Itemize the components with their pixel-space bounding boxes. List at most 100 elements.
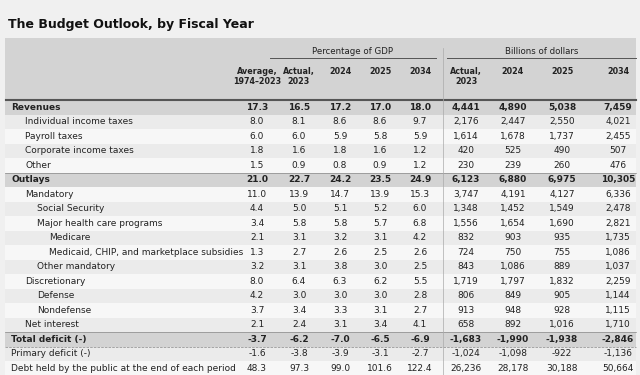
Text: Billions of dollars: Billions of dollars <box>505 47 578 56</box>
Text: Outlays: Outlays <box>11 175 50 184</box>
Text: 14.7: 14.7 <box>330 190 350 199</box>
Text: 2025: 2025 <box>551 67 573 76</box>
Bar <box>5 288 636 303</box>
Text: 832: 832 <box>458 233 475 242</box>
Text: 13.9: 13.9 <box>370 190 390 199</box>
Text: 1,614: 1,614 <box>453 132 479 141</box>
Text: 6.8: 6.8 <box>413 219 427 228</box>
Text: 490: 490 <box>554 146 571 155</box>
Text: 10,305: 10,305 <box>601 175 635 184</box>
Text: 2,259: 2,259 <box>605 277 631 286</box>
Bar <box>5 216 636 231</box>
Text: 658: 658 <box>458 320 475 329</box>
Text: 1,037: 1,037 <box>605 262 631 271</box>
Bar <box>5 187 636 201</box>
Text: 2.5: 2.5 <box>413 262 427 271</box>
Text: 3.1: 3.1 <box>373 233 387 242</box>
Text: 3.0: 3.0 <box>292 291 306 300</box>
Text: -1,098: -1,098 <box>499 349 527 358</box>
Text: 507: 507 <box>609 146 627 155</box>
Text: 3.4: 3.4 <box>250 219 264 228</box>
Text: 889: 889 <box>554 262 571 271</box>
Text: 724: 724 <box>458 248 474 257</box>
Text: 1,719: 1,719 <box>453 277 479 286</box>
Text: 3.3: 3.3 <box>333 306 347 315</box>
Text: 3.8: 3.8 <box>333 262 347 271</box>
Text: 1,832: 1,832 <box>549 277 575 286</box>
Text: 1,797: 1,797 <box>500 277 526 286</box>
Text: 5.9: 5.9 <box>413 132 427 141</box>
Text: 6,123: 6,123 <box>452 175 480 184</box>
Bar <box>5 144 636 158</box>
Text: 1,144: 1,144 <box>605 291 631 300</box>
Text: 3.0: 3.0 <box>373 291 387 300</box>
Bar <box>5 231 636 245</box>
Text: 6,975: 6,975 <box>548 175 576 184</box>
Text: 1.3: 1.3 <box>250 248 264 257</box>
Text: 2.6: 2.6 <box>333 248 347 257</box>
Text: -6.5: -6.5 <box>370 335 390 344</box>
Text: 476: 476 <box>609 161 627 170</box>
Text: Actual,
2023: Actual, 2023 <box>283 67 315 86</box>
Text: 48.3: 48.3 <box>247 364 267 373</box>
Text: -1.6: -1.6 <box>248 349 266 358</box>
Text: 1.6: 1.6 <box>373 146 387 155</box>
Text: 3.1: 3.1 <box>292 233 306 242</box>
Text: 5.5: 5.5 <box>413 277 427 286</box>
Text: -1,136: -1,136 <box>604 349 632 358</box>
Text: 8.0: 8.0 <box>250 117 264 126</box>
Text: Mandatory: Mandatory <box>25 190 74 199</box>
Text: 1.8: 1.8 <box>333 146 347 155</box>
Text: Revenues: Revenues <box>11 103 61 112</box>
Text: 4.1: 4.1 <box>413 320 427 329</box>
Text: 4.2: 4.2 <box>413 233 427 242</box>
Text: 4,191: 4,191 <box>500 190 526 199</box>
Text: 1,115: 1,115 <box>605 306 631 315</box>
Text: 1,348: 1,348 <box>453 204 479 213</box>
Text: 6.3: 6.3 <box>333 277 347 286</box>
Text: 5.0: 5.0 <box>292 204 306 213</box>
Text: 101.6: 101.6 <box>367 364 393 373</box>
Bar <box>5 172 636 187</box>
Text: -1,024: -1,024 <box>452 349 481 358</box>
Text: 755: 755 <box>554 248 571 257</box>
Text: 5.2: 5.2 <box>373 204 387 213</box>
Text: Percentage of GDP: Percentage of GDP <box>312 47 394 56</box>
Bar <box>5 303 636 318</box>
Text: 2034: 2034 <box>409 67 431 76</box>
Text: Net interest: Net interest <box>25 320 79 329</box>
Text: 3,747: 3,747 <box>453 190 479 199</box>
Text: -3.9: -3.9 <box>331 349 349 358</box>
Text: -6.9: -6.9 <box>410 335 430 344</box>
Text: 8.6: 8.6 <box>373 117 387 126</box>
Text: 11.0: 11.0 <box>247 190 267 199</box>
Text: -6.2: -6.2 <box>289 335 309 344</box>
Text: 3.7: 3.7 <box>250 306 264 315</box>
Text: 1,737: 1,737 <box>549 132 575 141</box>
Text: 806: 806 <box>458 291 475 300</box>
Text: 3.2: 3.2 <box>250 262 264 271</box>
Text: 3.1: 3.1 <box>292 262 306 271</box>
Text: 6.0: 6.0 <box>250 132 264 141</box>
Text: Individual income taxes: Individual income taxes <box>25 117 133 126</box>
Text: 3.4: 3.4 <box>292 306 306 315</box>
Text: 1,549: 1,549 <box>549 204 575 213</box>
Text: 4,021: 4,021 <box>605 117 631 126</box>
Text: -1,683: -1,683 <box>450 335 482 344</box>
Text: -3.1: -3.1 <box>371 349 389 358</box>
Bar <box>5 129 636 144</box>
Text: 24.9: 24.9 <box>409 175 431 184</box>
Text: 16.5: 16.5 <box>288 103 310 112</box>
Text: 1,654: 1,654 <box>500 219 526 228</box>
Text: 7,459: 7,459 <box>604 103 632 112</box>
Text: 15.3: 15.3 <box>410 190 430 199</box>
Text: 28,178: 28,178 <box>497 364 529 373</box>
Text: 50,664: 50,664 <box>602 364 634 373</box>
Text: 2,176: 2,176 <box>453 117 479 126</box>
Text: 6,880: 6,880 <box>499 175 527 184</box>
Text: Nondefense: Nondefense <box>37 306 92 315</box>
Text: 1,556: 1,556 <box>453 219 479 228</box>
Text: 21.0: 21.0 <box>246 175 268 184</box>
Text: 843: 843 <box>458 262 475 271</box>
Text: 4,890: 4,890 <box>499 103 527 112</box>
